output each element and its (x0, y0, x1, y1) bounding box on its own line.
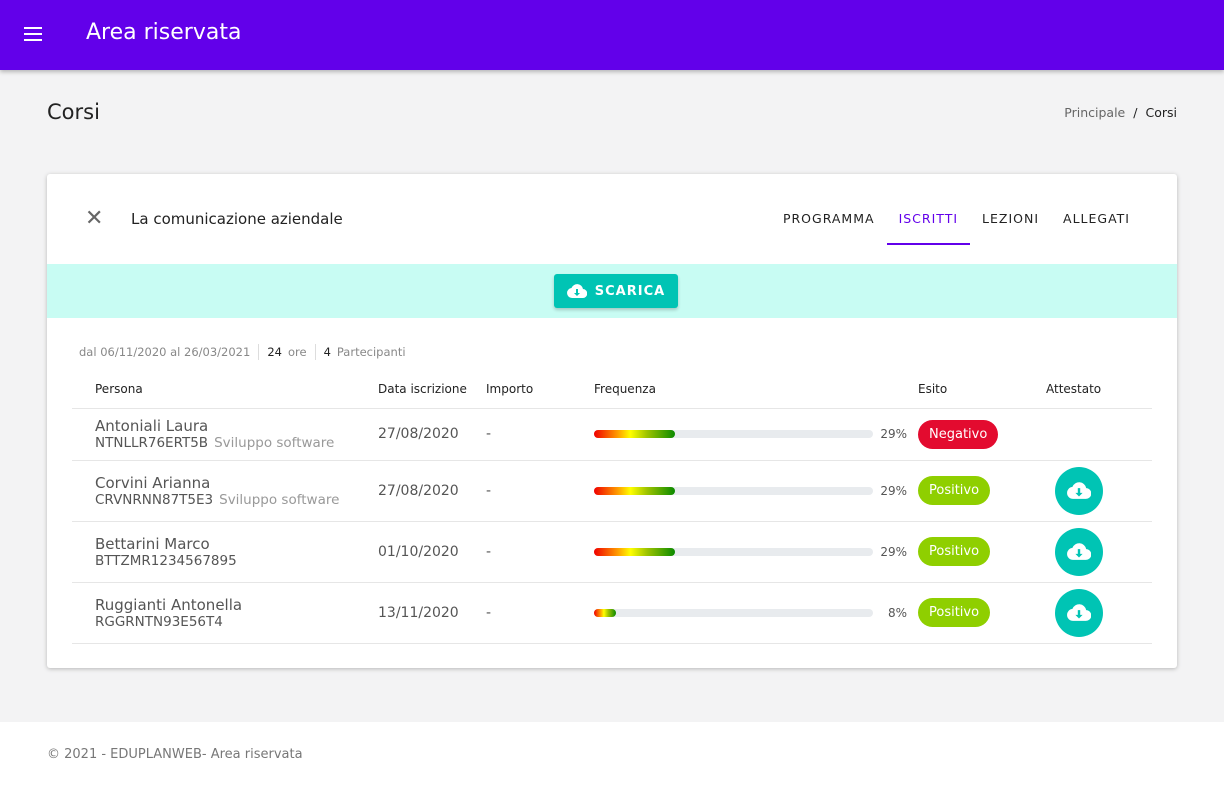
table-row: Antoniali Laura NTNLLR76ERT5B Sviluppo sof… (72, 407, 1152, 460)
download-label: SCARICA (594, 283, 666, 299)
certificate-download-button[interactable] (1055, 588, 1103, 637)
frequency-bar (594, 486, 873, 495)
col-attestato: Attestato (1046, 381, 1102, 396)
course-hours: 24 (267, 345, 282, 359)
table-row: Corvini Arianna CRVNRNN87T5E3 Sviluppo sof… (72, 459, 1152, 521)
participants-table: Persona Data iscrizione Importo Frequenz… (72, 370, 1152, 644)
course-meta: dal 06/11/2020 al 26/03/2021 24 ore 4 Part… (79, 344, 406, 360)
top-app-bar: Area riservata (0, 0, 1224, 70)
frequency-bar (594, 430, 873, 438)
col-frequenza: Frequenza (594, 381, 656, 396)
close-icon[interactable]: ✕ (85, 206, 104, 231)
breadcrumb-current: Corsi (1145, 105, 1177, 120)
certificate-download-button[interactable] (1055, 466, 1103, 515)
frequency-bar (594, 547, 873, 556)
breadcrumb-home[interactable]: Principale (1064, 105, 1126, 120)
download-button[interactable]: SCARICA (554, 274, 678, 308)
enroll-date: 01/10/2020 (378, 520, 486, 582)
frequency-fill (594, 430, 675, 438)
result-badge: Positivo (918, 476, 991, 505)
page-title: Corsi (47, 100, 100, 124)
table-row: Bettarini Marco BTTZMR1234567895 01/10/20… (72, 520, 1152, 582)
enroll-date: 27/08/2020 (378, 459, 486, 521)
tab-programma[interactable]: PROGRAMMA (782, 211, 875, 226)
result-badge: Positivo (918, 598, 991, 627)
hours-label: ore (287, 345, 307, 359)
certificate-download-button[interactable] (1055, 527, 1103, 576)
person-dept: Sviluppo software (214, 435, 335, 451)
amount: - (486, 581, 594, 644)
enroll-date: 13/11/2020 (378, 581, 486, 644)
menu-icon[interactable] (24, 27, 42, 41)
frequency-fill (594, 486, 675, 495)
participants-count: 4 (323, 345, 331, 359)
cloud-download-icon (1067, 604, 1091, 621)
person-name: Bettarini Marco (95, 534, 210, 553)
amount: - (486, 407, 594, 460)
col-esito: Esito (918, 381, 948, 396)
person-name: Antoniali Laura (95, 417, 209, 435)
footer: © 2021 - EDUPLANWEB- Area riservata (0, 722, 1224, 785)
course-tabs: PROGRAMMA ISCRITTI LEZIONI ALLEGATI (771, 196, 1142, 245)
app-title: Area riservata (86, 20, 242, 45)
participants-label: Partecipanti (336, 345, 406, 359)
person-code: RGGRNTN93E56T4 (95, 613, 223, 630)
person-name: Corvini Arianna (95, 473, 211, 492)
col-importo: Importo (486, 381, 534, 396)
course-period: dal 06/11/2020 al 26/03/2021 (79, 345, 251, 359)
frequency-fill (594, 547, 675, 556)
person-dept: Sviluppo software (219, 491, 340, 508)
person-code: BTTZMR1234567895 (95, 552, 237, 569)
download-band: SCARICA (47, 264, 1177, 318)
table-row: Ruggianti Antonella RGGRNTN93E56T4 13/11/… (72, 581, 1152, 644)
col-persona: Persona (95, 381, 143, 396)
cloud-download-icon (1067, 482, 1091, 499)
person-code: CRVNRNN87T5E3 (95, 491, 214, 508)
frequency-fill (594, 608, 617, 617)
cloud-download-icon (566, 284, 587, 298)
tab-iscritti[interactable]: ISCRITTI (886, 196, 971, 245)
frequency-percent: 8% (887, 605, 907, 620)
course-name: La comunicazione aziendale (131, 210, 343, 228)
frequency-percent: 29% (880, 544, 907, 559)
tab-lezioni[interactable]: LEZIONI (982, 211, 1040, 226)
frequency-percent: 29% (880, 483, 907, 498)
person-name: Ruggianti Antonella (95, 595, 243, 614)
amount: - (486, 520, 594, 582)
result-badge: Positivo (918, 537, 991, 566)
frequency-percent: 29% (880, 427, 907, 441)
breadcrumb: Principale / Corsi (1064, 105, 1177, 120)
enroll-date: 27/08/2020 (378, 407, 486, 460)
frequency-bar (594, 608, 873, 617)
person-code: NTNLLR76ERT5B (95, 435, 209, 451)
cloud-download-icon (1067, 543, 1091, 560)
course-card: ✕ La comunicazione aziendale PROGRAMMA I… (47, 174, 1177, 668)
footer-text: © 2021 - EDUPLANWEB- Area riservata (47, 747, 303, 762)
tab-allegati[interactable]: ALLEGATI (1063, 211, 1130, 226)
amount: - (486, 459, 594, 521)
col-data: Data iscrizione (378, 381, 467, 396)
result-badge: Negativo (918, 419, 999, 449)
